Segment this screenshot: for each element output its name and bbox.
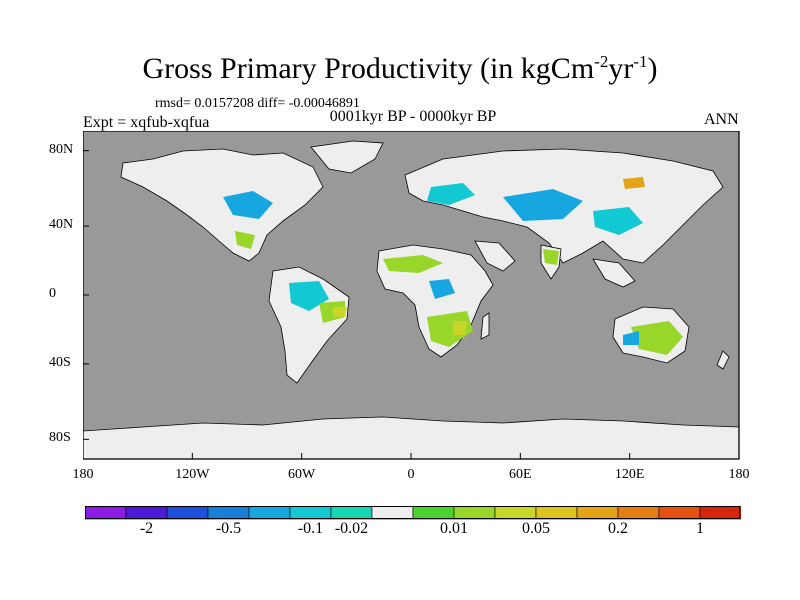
patch-green-africa-west [383,255,443,273]
colorbar-cell [658,506,701,520]
colorbar-label: -2 [139,520,154,537]
new-zealand [716,350,730,370]
patch-green-north-america [235,231,255,249]
colorbar-label: 0.01 [440,520,468,537]
patch-green-india [543,249,559,265]
colorbar-label: -0.5 [215,520,242,537]
chart-title: Gross Primary Productivity (in kgCm-2yr-… [142,52,658,85]
colorbar-label: -0.1 [297,520,324,537]
patch-cyan-north-america [223,191,273,219]
season-label: ANN [704,111,739,128]
patch-orange-siberia [623,177,645,189]
colorbar-cell [576,506,619,520]
lon-tick-label: 60E [509,467,532,482]
patch-yellow-brazil [333,307,347,317]
latitude-axis [83,150,89,440]
period-label: 0001kyr BP - 0000kyr BP [329,108,497,125]
colorbar-label: 1 [696,520,704,537]
colorbar-label: 0.2 [608,520,628,537]
colorbar-cell [494,506,537,520]
south-america [268,266,350,384]
colorbar-frame [85,506,740,519]
experiment-label: Expt = xqfub-xqfua [83,114,210,131]
colorbar-cell [289,506,332,520]
colorbar [85,506,741,520]
patch-cyan-amazon [289,281,329,311]
colorbar-label: -0.02 [334,520,369,537]
lat-tick-label: 40N [49,217,74,233]
colorbar-cell [248,506,291,520]
lon-tick-label: 120E [614,467,645,482]
world-map [83,131,740,460]
colorbar-cell [166,506,209,520]
colorbar-cell [330,506,373,520]
colorbar-cell [617,506,660,520]
lon-tick-label: 180 [728,467,750,482]
stats-line: rmsd= 0.0157208 diff= -0.00046891 [155,96,360,111]
patch-cyan-east-asia [593,207,643,235]
patch-cyan-australia [623,331,639,345]
colorbar-cell [412,506,455,520]
anomaly-patches [223,177,683,355]
longitude-axis [83,453,740,459]
colorbar-cell [85,506,127,520]
patch-cyan-asia [503,189,583,221]
patch-green-brazil [319,301,345,323]
lon-tick-label: 60W [288,467,316,482]
lat-tick-label: 80N [49,141,74,157]
madagascar [480,312,490,340]
lon-tick-label: 0 [407,467,415,482]
patch-yellow-africa [453,321,467,335]
colorbar-cell [207,506,250,520]
colorbar-cell [535,506,578,520]
colorbar-cell [453,506,496,520]
lon-tick-label: 120W [175,467,210,482]
southeast-asia [592,258,636,288]
colorbar-label: 0.05 [522,520,550,537]
patch-cyan-europe [427,183,475,205]
patch-cyan-africa [429,279,455,299]
colorbar-cell [125,506,168,520]
patch-green-africa-south [427,311,473,347]
colorbar-cell [699,506,741,520]
greenland [310,140,384,174]
patch-green-australia [631,321,683,355]
north-america [120,148,324,262]
lat-tick-label: 40S [49,354,71,370]
lat-tick-label: 0 [49,286,56,301]
lon-tick-label: 180 [72,467,94,482]
colorbar-cell [371,506,414,520]
lat-tick-label: 80S [49,430,71,446]
arabia [474,240,516,272]
